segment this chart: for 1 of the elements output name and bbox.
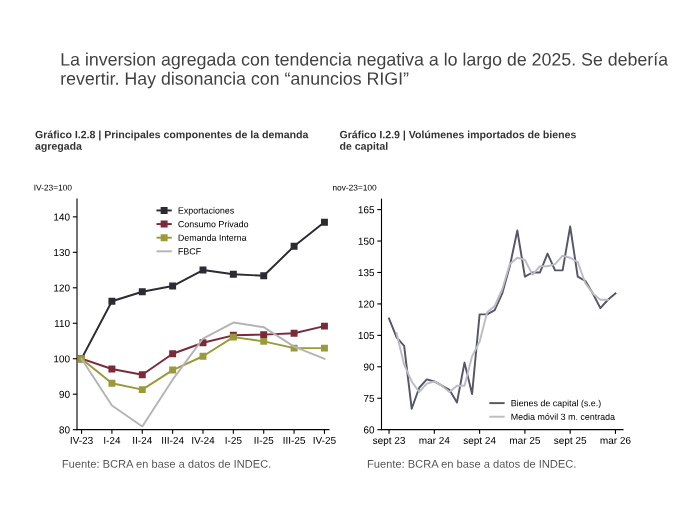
text: La inversion agregada con tendencia negativa a lo largo de 2025. Se debería revertir. Hay disonancia con “anuncios RIGI”: [61, 52, 669, 89]
